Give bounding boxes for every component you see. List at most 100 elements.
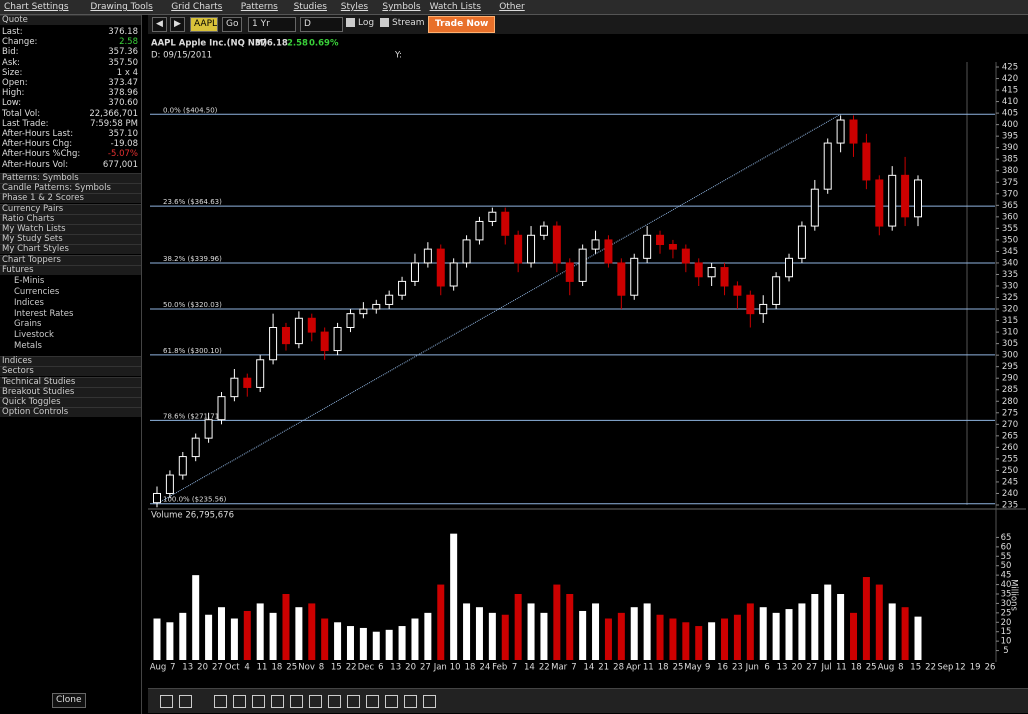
panel-section[interactable]: My Chart Styles <box>0 244 141 255</box>
x-tick-label: 18 <box>658 663 669 673</box>
panel-item[interactable]: Currencies <box>14 286 60 297</box>
candle-body <box>733 285 742 296</box>
y-tick-label: 60 <box>1001 542 1012 552</box>
panel-item[interactable]: Indices <box>14 297 44 308</box>
quote-label: High: <box>2 88 25 99</box>
panel-section[interactable]: Phase 1 & 2 Scores <box>0 193 141 204</box>
panel-section[interactable]: Candle Patterns: Symbols <box>0 183 141 194</box>
candle-body <box>527 234 536 264</box>
menu-item[interactable]: Watch Lists <box>429 2 481 12</box>
tool-icon[interactable] <box>347 695 360 708</box>
y-tick-label: 400 <box>1002 120 1018 130</box>
y-tick-label: 290 <box>1002 374 1018 384</box>
tool-icon[interactable] <box>271 695 284 708</box>
panel-section[interactable]: Chart Toppers <box>0 254 141 265</box>
go-button[interactable]: Go <box>222 17 243 32</box>
trade-now-button[interactable]: Trade Now <box>428 16 496 33</box>
tool-icon[interactable] <box>309 695 322 708</box>
back-button[interactable]: ◀ <box>152 17 167 32</box>
candle-body <box>333 326 342 352</box>
symbol-input[interactable]: AAPL <box>190 17 218 32</box>
candle-body <box>346 313 355 328</box>
quote-label: Total Vol: <box>2 108 41 119</box>
x-tick-label: Dec <box>358 663 375 673</box>
tool-icon[interactable] <box>233 695 246 708</box>
quote-label: After-Hours Last: <box>2 129 74 139</box>
clone-button[interactable]: Clone <box>52 693 86 708</box>
menu-item[interactable]: Other <box>499 2 525 12</box>
volume-bar <box>488 612 496 660</box>
drawing-toolbar <box>148 688 1028 713</box>
fib-label: 38.2% ($339.96) <box>163 255 222 263</box>
menu-item[interactable]: Studies <box>293 2 327 12</box>
panel-section[interactable]: Breakout Studies <box>0 386 141 397</box>
volume-bar <box>630 607 638 660</box>
tool-icon[interactable] <box>404 695 417 708</box>
x-tick-label: 27 <box>212 663 223 673</box>
candle-body <box>875 179 884 227</box>
menu-item[interactable]: Grid Charts <box>171 2 223 12</box>
volume-bar <box>785 609 793 660</box>
quote-label: Ask: <box>2 57 21 68</box>
menu-item[interactable]: Chart Settings <box>4 2 69 12</box>
panel-section[interactable]: Patterns: Symbols <box>0 173 141 183</box>
panel-item[interactable]: E-Minis <box>14 275 45 286</box>
panel-section[interactable]: Ratio Charts <box>0 213 141 224</box>
forward-button[interactable]: ▶ <box>170 17 185 32</box>
panel-section[interactable]: My Watch Lists <box>0 224 141 234</box>
period-select[interactable]: 1 Yr <box>248 17 296 32</box>
menu-item[interactable]: Drawing Tools <box>90 2 153 12</box>
volume-bar <box>514 594 522 660</box>
tool-icon[interactable] <box>328 695 341 708</box>
y-tick-label: 10 <box>1001 637 1012 647</box>
y-tick-label: 380 <box>1002 166 1018 176</box>
candle-body <box>901 174 910 218</box>
panel-section[interactable]: Quick Toggles <box>0 396 141 407</box>
tool-icon[interactable] <box>160 695 173 708</box>
candle-body <box>656 234 665 246</box>
panel-item[interactable]: Grains <box>14 319 42 330</box>
panel-section[interactable]: Currency Pairs <box>0 203 141 214</box>
y-tick-label: 45 <box>1001 571 1012 581</box>
panel-section[interactable]: Technical Studies <box>0 376 141 387</box>
quote-label: After-Hours Vol: <box>2 159 69 170</box>
candle-body <box>436 248 445 287</box>
y-tick-label: 65 <box>1001 533 1012 543</box>
tool-icon[interactable] <box>423 695 436 708</box>
menu-item[interactable]: Patterns <box>240 2 278 12</box>
fib-label: 100.0% ($235.56) <box>163 496 227 504</box>
panel-item[interactable]: Livestock <box>14 330 54 341</box>
interval-select[interactable]: D <box>300 17 343 32</box>
tool-icon[interactable] <box>385 695 398 708</box>
candle-body <box>836 119 845 144</box>
tool-icon[interactable] <box>366 695 379 708</box>
volume-bar <box>772 612 780 660</box>
candle-body <box>501 211 510 236</box>
volume-bar <box>166 622 174 660</box>
y-tick-label: 300 <box>1002 351 1018 361</box>
menu-item[interactable]: Styles <box>340 2 369 12</box>
panel-item[interactable]: Metals <box>14 341 42 352</box>
tool-icon[interactable] <box>179 695 192 708</box>
candle-body <box>888 174 897 227</box>
panel-section[interactable]: Sectors <box>0 366 141 377</box>
panel-section[interactable]: Option Controls <box>0 407 141 418</box>
x-tick-label: 14 <box>583 663 594 673</box>
stream-checkbox[interactable] <box>380 18 389 27</box>
panel-section[interactable]: Futures <box>0 264 141 275</box>
quote-label: After-Hours Chg: <box>2 139 73 150</box>
tool-icon[interactable] <box>214 695 227 708</box>
candle-body <box>643 234 652 259</box>
log-checkbox[interactable] <box>346 18 355 27</box>
panel-section[interactable]: Indices <box>0 356 141 367</box>
x-tick-label: Jul <box>820 663 831 673</box>
x-tick-label: 25 <box>673 663 684 673</box>
panel-item[interactable]: Interest Rates <box>14 308 74 319</box>
tool-icon[interactable] <box>252 695 265 708</box>
tool-icon[interactable] <box>290 695 303 708</box>
y-tick-label: 30 <box>1001 599 1012 609</box>
volume-bar <box>269 612 277 660</box>
volume-bar <box>179 612 187 660</box>
menu-item[interactable]: Symbols <box>382 2 421 12</box>
panel-section[interactable]: My Study Sets <box>0 234 141 245</box>
